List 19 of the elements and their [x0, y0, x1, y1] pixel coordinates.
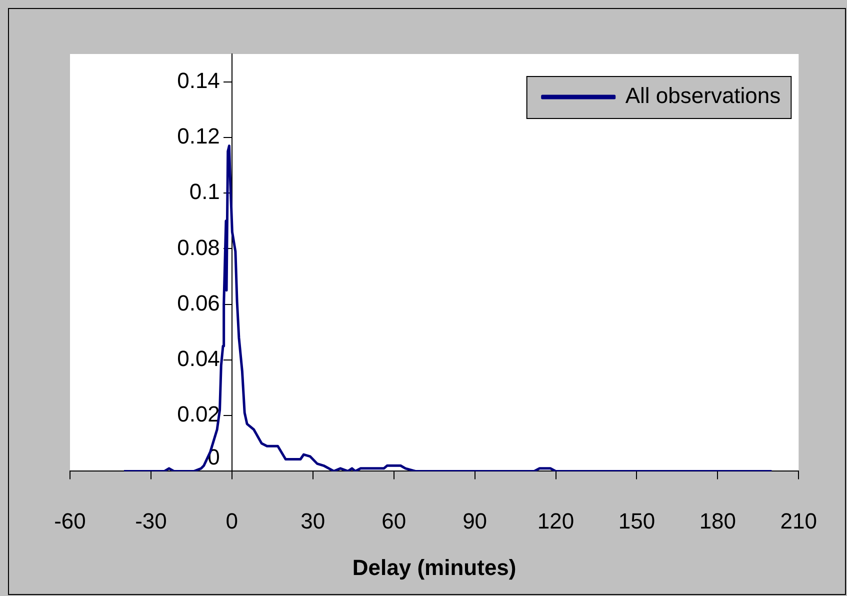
y-tick-label: 0.06 [177, 290, 220, 316]
y-tick-label: 0.12 [177, 124, 220, 149]
legend-label: All observations [625, 83, 781, 108]
x-axis-title: Delay (minutes) [352, 554, 516, 580]
x-tick-label: 210 [780, 508, 818, 534]
x-tick-label: 0 [226, 508, 238, 534]
x-tick-label: 60 [382, 508, 406, 534]
y-tick-label: 0.1 [189, 179, 220, 204]
x-tick-label: 180 [699, 508, 736, 534]
y-tick-label: 0.04 [177, 346, 220, 372]
y-tick-label: 0.08 [177, 234, 220, 260]
x-tick-label: 120 [537, 508, 574, 534]
x-tick-label: -60 [54, 508, 86, 534]
x-tick-label: 90 [462, 508, 488, 534]
x-tick-label: -30 [135, 508, 167, 534]
x-tick-label: 30 [300, 508, 326, 534]
x-tick-label: 150 [618, 508, 656, 534]
y-tick-label: 0.02 [177, 402, 220, 427]
y-tick-label: 0.14 [177, 68, 220, 93]
